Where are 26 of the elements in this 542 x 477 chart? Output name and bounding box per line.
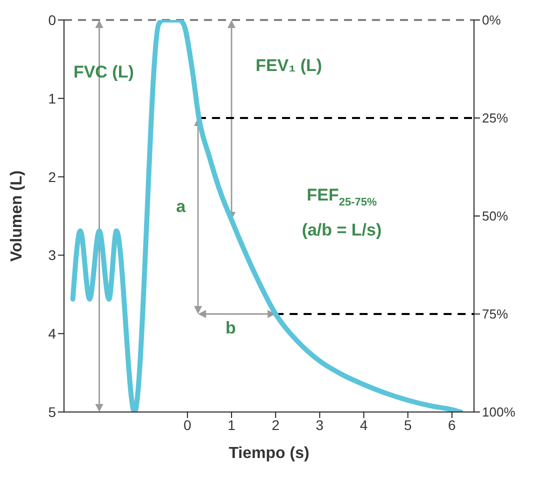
y-tick-label: 1 (48, 90, 56, 106)
y2-tick-label: 100% (482, 404, 516, 420)
y-axis-title: Volumen (L) (8, 170, 26, 262)
y-tick-label: 4 (48, 326, 56, 342)
annotation: FEF$_{25-75%}$ (306, 186, 377, 208)
y-tick-label: 3 (48, 247, 56, 264)
y2-tick-label: 0% (482, 12, 502, 28)
annotation: FVC (L) (73, 62, 134, 82)
x-tick-label: 1 (228, 416, 236, 433)
y-tick-label: 2 (48, 168, 56, 185)
x-tick-label: 4 (360, 416, 368, 433)
x-tick-label: 3 (316, 416, 324, 433)
x-tick-label: 2 (272, 416, 280, 433)
annotation: b (225, 319, 236, 338)
annotation: (a/b = L/s) (302, 221, 382, 240)
y2-tick-label: 50% (482, 208, 508, 224)
x-tick-label: 0 (184, 416, 192, 433)
annotation: FEV₁ (L) (256, 56, 322, 76)
annotation: a (176, 198, 186, 217)
x-axis-title: Tiempo (s) (228, 445, 310, 462)
x-tick-label: 5 (404, 416, 412, 433)
x-tick-label: 6 (448, 416, 456, 433)
y-tick-label: 0 (48, 12, 56, 28)
y2-tick-label: 75% (482, 306, 508, 322)
y-tick-label: 5 (48, 404, 56, 420)
y2-tick-label: 25% (482, 110, 508, 126)
